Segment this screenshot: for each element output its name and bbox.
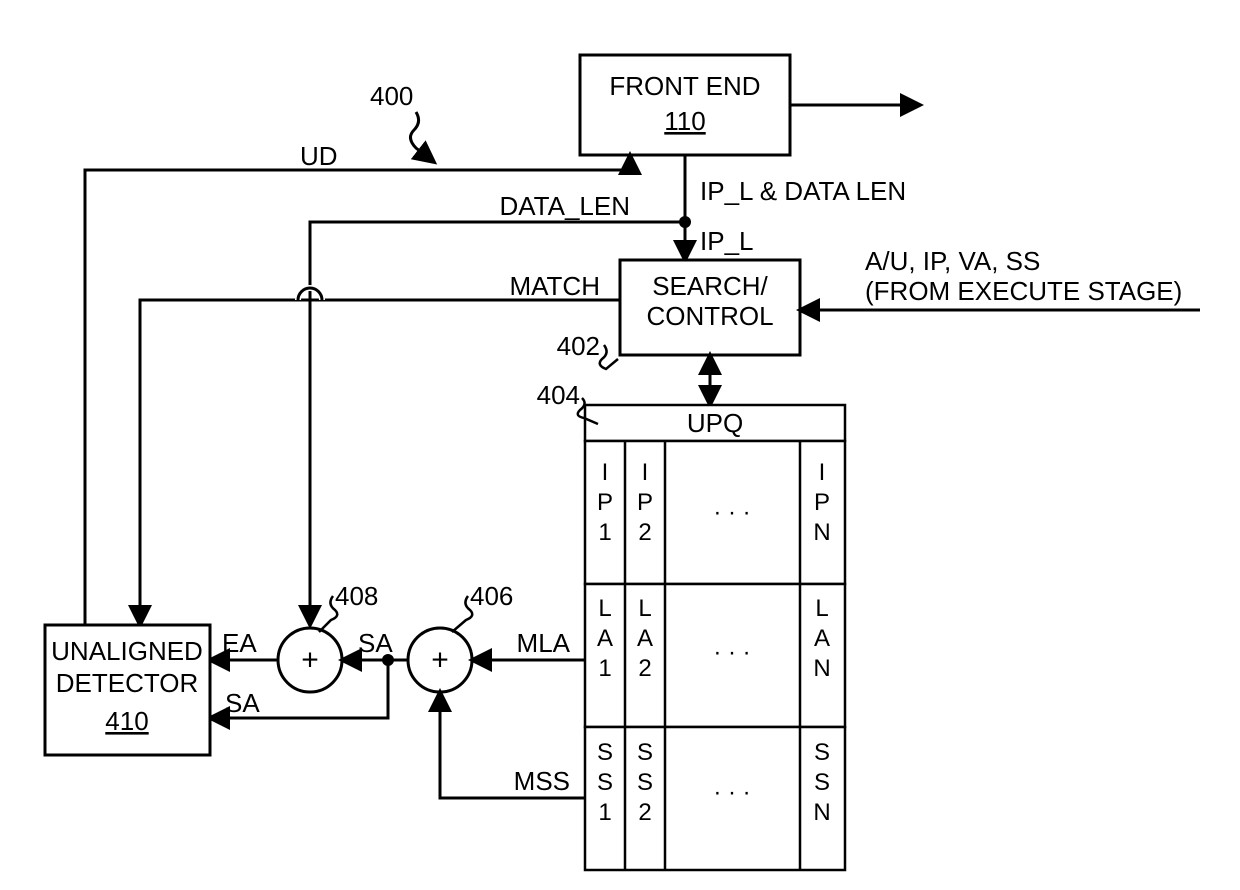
upq-r3c2: SS 2 bbox=[637, 739, 653, 826]
upq-r3c1: SS 1 bbox=[597, 739, 613, 826]
svg-text:L: L bbox=[598, 595, 611, 622]
unaligned-title1: UNALIGNED bbox=[51, 636, 203, 666]
svg-text:1: 1 bbox=[598, 655, 611, 682]
diagram-canvas: 400 FRONT END 110 IP_L & DATA LEN IP_L D… bbox=[0, 0, 1240, 890]
adder-left-ref: 408 bbox=[335, 581, 378, 611]
search-control-box: SEARCH/ CONTROL bbox=[620, 260, 800, 355]
upq-r3c3: · · · bbox=[713, 779, 750, 806]
from-exec-label1: A/U, IP, VA, SS bbox=[865, 246, 1040, 276]
svg-text:A: A bbox=[814, 625, 830, 652]
sa-mid-label: SA bbox=[358, 628, 393, 658]
svg-text:I: I bbox=[602, 459, 609, 486]
search-control-title2: CONTROL bbox=[646, 301, 773, 331]
svg-text:P: P bbox=[597, 489, 613, 516]
from-exec-label2: (FROM EXECUTE STAGE) bbox=[865, 276, 1182, 306]
sa-lower-label: SA bbox=[225, 688, 260, 718]
svg-text:S: S bbox=[814, 739, 830, 766]
upq-title: UPQ bbox=[687, 408, 743, 438]
svg-text:P: P bbox=[814, 489, 830, 516]
svg-text:A: A bbox=[597, 625, 613, 652]
svg-text:S: S bbox=[637, 739, 653, 766]
figure-ref-squiggle bbox=[410, 112, 434, 162]
svg-text:P: P bbox=[637, 489, 653, 516]
svg-text:I: I bbox=[642, 459, 649, 486]
search-control-squiggle bbox=[600, 345, 618, 369]
upq-ref: 404 bbox=[537, 380, 580, 410]
svg-text:1: 1 bbox=[598, 519, 611, 546]
svg-text:N: N bbox=[813, 655, 830, 682]
svg-text:N: N bbox=[813, 519, 830, 546]
search-control-ref: 402 bbox=[557, 331, 600, 361]
adder-right: + bbox=[408, 628, 472, 692]
svg-text:I: I bbox=[819, 459, 826, 486]
svg-text:N: N bbox=[813, 799, 830, 826]
svg-text:S: S bbox=[814, 769, 830, 796]
figure-ref-label: 400 bbox=[370, 81, 413, 111]
svg-text:L: L bbox=[815, 595, 828, 622]
svg-text:L: L bbox=[638, 595, 651, 622]
svg-text:2: 2 bbox=[638, 519, 651, 546]
unaligned-title2: DETECTOR bbox=[56, 668, 199, 698]
mss-label: MSS bbox=[514, 766, 570, 796]
svg-text:A: A bbox=[637, 625, 653, 652]
upq-r2c4: LAN bbox=[813, 595, 830, 682]
front-end-title: FRONT END bbox=[609, 71, 760, 101]
ea-label: EA bbox=[222, 628, 257, 658]
datalen-label: DATA_LEN bbox=[499, 191, 630, 221]
front-end-ref: 110 bbox=[664, 106, 705, 136]
svg-text:2: 2 bbox=[638, 655, 651, 682]
front-end-box: FRONT END 110 bbox=[580, 55, 790, 155]
upq-r1c3: · · · bbox=[713, 499, 750, 526]
adder-left: + bbox=[278, 628, 342, 692]
upq-r2c1: LA 1 bbox=[597, 595, 613, 682]
upq-r2c2: LA 2 bbox=[637, 595, 653, 682]
svg-text:+: + bbox=[301, 644, 319, 677]
upq-r2c3: · · · bbox=[713, 639, 750, 666]
unaligned-detector-box: UNALIGNED DETECTOR 410 bbox=[45, 625, 210, 755]
unaligned-ref: 410 bbox=[105, 706, 148, 736]
ipl-datalen-label: IP_L & DATA LEN bbox=[700, 176, 906, 206]
ipl-label: IP_L bbox=[700, 226, 754, 256]
svg-text:1: 1 bbox=[598, 799, 611, 826]
mla-label: MLA bbox=[517, 628, 571, 658]
search-control-title1: SEARCH/ bbox=[652, 271, 768, 301]
upq-r3c4: SSN bbox=[813, 739, 830, 826]
svg-text:S: S bbox=[637, 769, 653, 796]
ud-label: UD bbox=[300, 141, 338, 171]
svg-text:+: + bbox=[431, 644, 449, 677]
adder-right-ref: 406 bbox=[470, 581, 513, 611]
svg-text:S: S bbox=[597, 769, 613, 796]
match-line bbox=[140, 300, 620, 625]
match-label: MATCH bbox=[509, 271, 600, 301]
svg-text:2: 2 bbox=[638, 799, 651, 826]
svg-text:S: S bbox=[597, 739, 613, 766]
